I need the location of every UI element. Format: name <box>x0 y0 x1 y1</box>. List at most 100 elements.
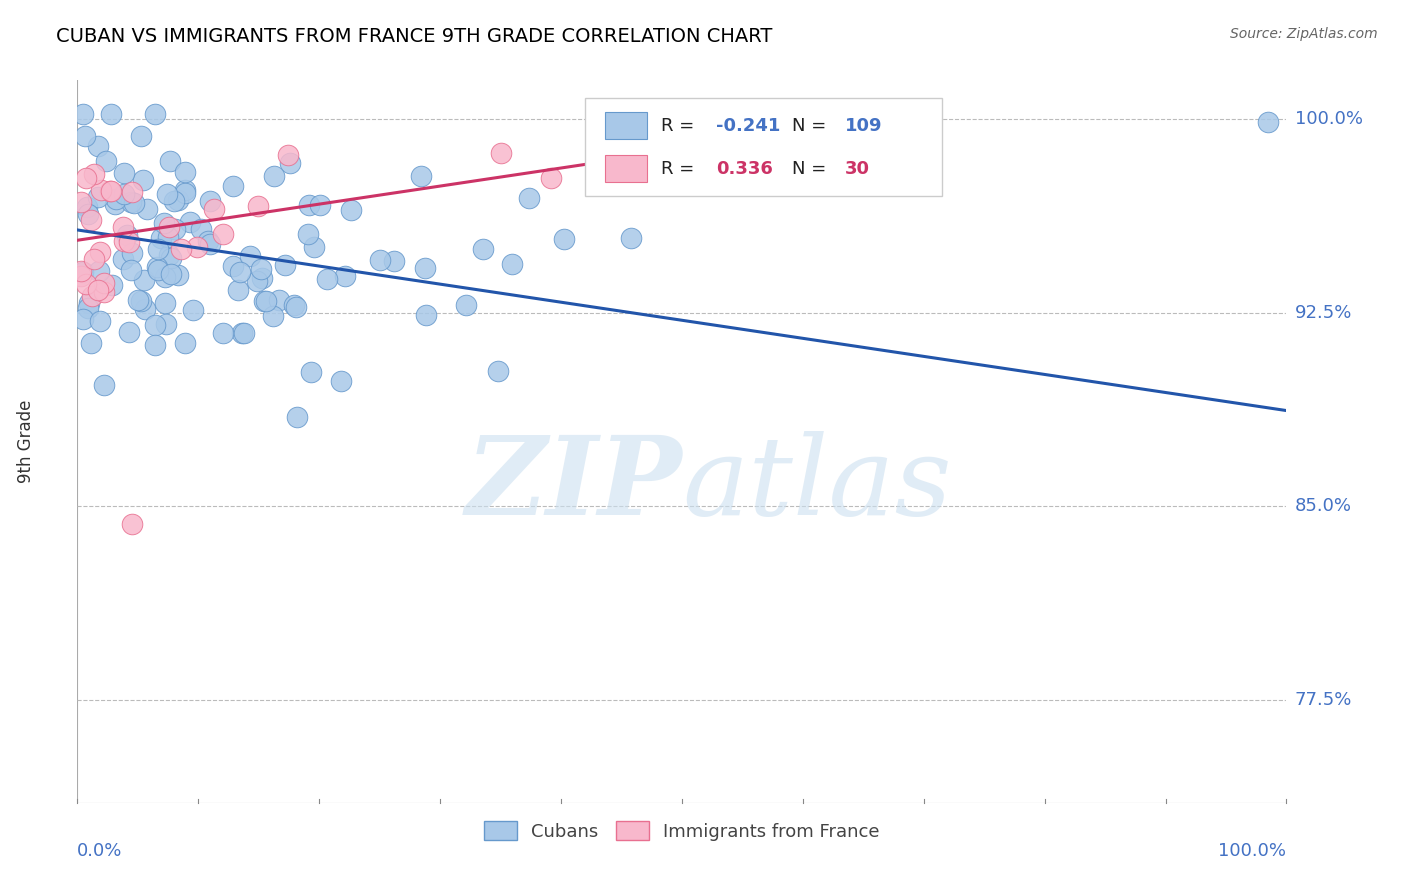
Point <box>181 303 204 318</box>
Point <box>212 326 235 341</box>
Point <box>72 312 94 326</box>
Point <box>229 265 252 279</box>
Point <box>80 288 103 302</box>
Point <box>89 245 111 260</box>
Point <box>118 235 141 249</box>
Point <box>80 336 103 351</box>
Point <box>75 277 97 291</box>
Point <box>409 169 432 183</box>
Text: 100.0%: 100.0% <box>1295 110 1362 128</box>
Point <box>120 262 142 277</box>
Text: CUBAN VS IMMIGRANTS FROM FRANCE 9TH GRADE CORRELATION CHART: CUBAN VS IMMIGRANTS FROM FRANCE 9TH GRAD… <box>56 27 773 45</box>
Point <box>156 187 179 202</box>
Point <box>129 294 152 309</box>
Point <box>173 336 195 351</box>
Point <box>121 246 143 260</box>
Point <box>285 410 308 425</box>
Text: 85.0%: 85.0% <box>1295 497 1351 515</box>
Point <box>173 165 195 179</box>
Point <box>152 216 174 230</box>
Point <box>202 202 225 216</box>
Point <box>143 107 166 121</box>
Point <box>96 154 118 169</box>
Point <box>501 257 523 271</box>
Text: 92.5%: 92.5% <box>1295 303 1353 321</box>
Point <box>333 268 356 283</box>
Point <box>75 170 97 185</box>
Point <box>159 153 181 168</box>
Point <box>309 198 332 212</box>
Point <box>70 268 93 283</box>
Text: R =: R = <box>661 117 700 135</box>
Point <box>226 284 249 298</box>
Point <box>76 207 98 221</box>
Point <box>93 276 115 290</box>
Point <box>284 300 307 314</box>
Point <box>135 202 157 217</box>
Point <box>155 317 177 331</box>
Text: R =: R = <box>661 160 700 178</box>
Point <box>486 364 509 378</box>
Point <box>274 258 297 272</box>
Point <box>121 185 143 199</box>
Point <box>212 227 235 241</box>
Point <box>163 194 186 208</box>
Point <box>186 240 208 254</box>
Point <box>233 326 256 340</box>
Point <box>83 167 105 181</box>
Point <box>121 517 143 532</box>
Point <box>297 227 319 242</box>
Point <box>87 138 110 153</box>
Point <box>143 338 166 352</box>
Point <box>153 296 176 310</box>
Point <box>489 145 512 160</box>
Legend: Cubans, Immigrants from France: Cubans, Immigrants from France <box>477 814 887 848</box>
Point <box>222 259 245 273</box>
Point <box>150 231 173 245</box>
Point <box>165 222 187 236</box>
Point <box>134 301 156 316</box>
Point <box>249 262 271 277</box>
Point <box>190 222 212 236</box>
Text: N =: N = <box>792 117 832 135</box>
Point <box>87 283 110 297</box>
Point <box>415 260 437 275</box>
Point <box>179 215 201 229</box>
Point <box>120 194 142 209</box>
Point <box>167 268 190 282</box>
Point <box>246 274 269 288</box>
Point <box>157 219 180 234</box>
Text: Source: ZipAtlas.com: Source: ZipAtlas.com <box>1230 27 1378 41</box>
Point <box>134 272 156 286</box>
Point <box>253 294 276 309</box>
Point <box>70 195 93 210</box>
Point <box>101 278 124 293</box>
Point <box>156 230 179 244</box>
Point <box>104 197 127 211</box>
Point <box>111 219 134 234</box>
Text: 30: 30 <box>845 160 870 178</box>
Point <box>105 192 128 206</box>
Point <box>250 271 273 285</box>
FancyBboxPatch shape <box>605 155 647 182</box>
Point <box>112 234 135 248</box>
Text: 0.336: 0.336 <box>716 160 773 178</box>
Point <box>100 107 122 121</box>
Text: ZIP: ZIP <box>465 431 682 539</box>
Point <box>83 252 105 266</box>
Point <box>87 190 110 204</box>
Point <box>517 191 540 205</box>
Point <box>146 263 169 277</box>
Point <box>200 194 222 208</box>
Point <box>553 232 575 246</box>
Point <box>368 252 391 267</box>
Point <box>316 271 339 285</box>
Point <box>167 193 190 207</box>
Point <box>472 243 495 257</box>
Text: 77.5%: 77.5% <box>1295 690 1353 708</box>
Point <box>76 200 98 214</box>
Point <box>340 202 363 217</box>
Point <box>100 185 122 199</box>
Text: 100.0%: 100.0% <box>1219 842 1286 860</box>
Point <box>382 253 405 268</box>
